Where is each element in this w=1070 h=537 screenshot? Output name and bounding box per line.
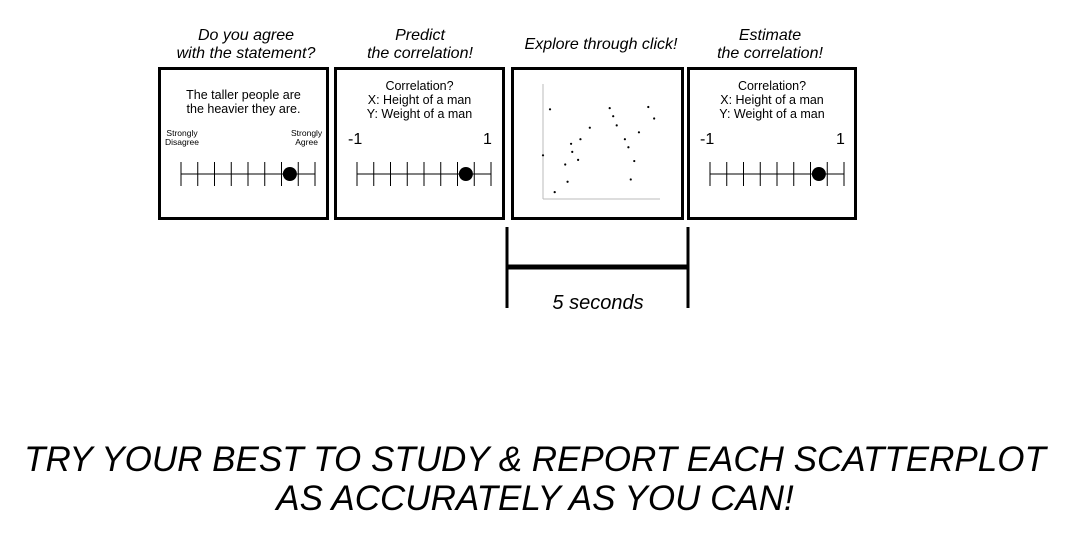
statement: The taller people are the heavier they a…	[161, 88, 326, 116]
scatter-point	[608, 107, 611, 110]
scatter-point	[548, 108, 552, 111]
estimate-max-label: 1	[836, 131, 845, 148]
scatter-point	[588, 126, 591, 129]
scatter-point	[564, 163, 567, 166]
estimate-prompt-line2: X: Height of a man	[720, 93, 824, 107]
timer-bracket	[505, 227, 690, 308]
explore-panel	[511, 67, 684, 220]
predict-max-label: 1	[483, 131, 492, 148]
strongly-agree-label: Strongly Agree	[291, 128, 323, 147]
step1-title: Do you agree with the statement?	[158, 27, 334, 63]
step2-title-line1: Predict	[395, 27, 445, 44]
step4-title-line2: the correlation!	[717, 45, 823, 62]
slider-knob[interactable]	[282, 167, 297, 181]
scatter-point	[541, 154, 545, 157]
predict-panel: Correlation? X: Height of a man Y: Weigh…	[334, 67, 505, 220]
predict-prompt: Correlation? X: Height of a man Y: Weigh…	[337, 79, 502, 121]
estimate-min-label: -1	[700, 131, 715, 148]
estimate-panel: Correlation? X: Height of a man Y: Weigh…	[687, 67, 857, 220]
step4-title: Estimate the correlation!	[688, 27, 852, 63]
predict-prompt-line1: Correlation?	[385, 79, 454, 93]
step2-title-line2: the correlation!	[367, 45, 473, 62]
estimate-prompt-line1: Correlation?	[737, 79, 807, 93]
predict-min-label: -1	[348, 131, 363, 148]
scatter-point	[615, 124, 618, 127]
step1-title-line2: with the statement?	[176, 45, 316, 62]
estimate-prompt: Correlation? X: Height of a man Y: Weigh…	[690, 79, 854, 121]
step3-title-line1: Explore through click!	[524, 36, 678, 53]
step4-title-line1: Estimate	[738, 27, 802, 44]
scatter-point	[653, 117, 656, 120]
timer-label: 5 seconds	[552, 292, 644, 314]
scatter-point	[637, 131, 641, 134]
scatter-point	[571, 150, 574, 153]
step2-title: Predict the correlation!	[335, 27, 505, 63]
scatterplot[interactable]	[514, 70, 681, 217]
predict-correlation-scale[interactable]	[337, 70, 502, 217]
scatter-point	[579, 138, 582, 141]
scatter-point	[629, 178, 632, 181]
estimate-prompt-line3: Y: Weight of a man	[719, 107, 825, 121]
predict-prompt-line2: X: Height of a man	[367, 93, 472, 107]
estimate-correlation-scale[interactable]	[690, 70, 854, 217]
slider-knob[interactable]	[811, 167, 826, 181]
statement-line1: The taller people are	[186, 88, 301, 102]
slider-knob[interactable]	[458, 167, 473, 181]
instruction-line1: TRY YOUR BEST TO STUDY & REPORT EACH SCA…	[24, 440, 1046, 479]
instruction-line2: AS ACCURATELY AS YOU CAN!	[276, 479, 794, 518]
scatter-point	[623, 138, 626, 141]
scatter-point	[647, 105, 650, 109]
statement-line2: the heavier they are.	[186, 102, 301, 116]
step3-title: Explore through click!	[509, 36, 693, 54]
scatter-point	[612, 115, 615, 118]
scatter-point	[627, 146, 630, 149]
agree-panel: The taller people are the heavier they a…	[158, 67, 329, 220]
scatter-point	[566, 180, 569, 183]
predict-prompt-line3: Y: Weight of a man	[366, 107, 473, 121]
strongly-disagree-label: Strongly Disagree	[165, 128, 200, 147]
scatter-point	[577, 158, 580, 161]
step1-title-line1: Do you agree	[197, 27, 295, 44]
scatter-point	[569, 142, 573, 145]
agreement-scale[interactable]	[161, 70, 326, 217]
scatter-point	[553, 191, 556, 194]
scatter-point	[633, 159, 636, 163]
